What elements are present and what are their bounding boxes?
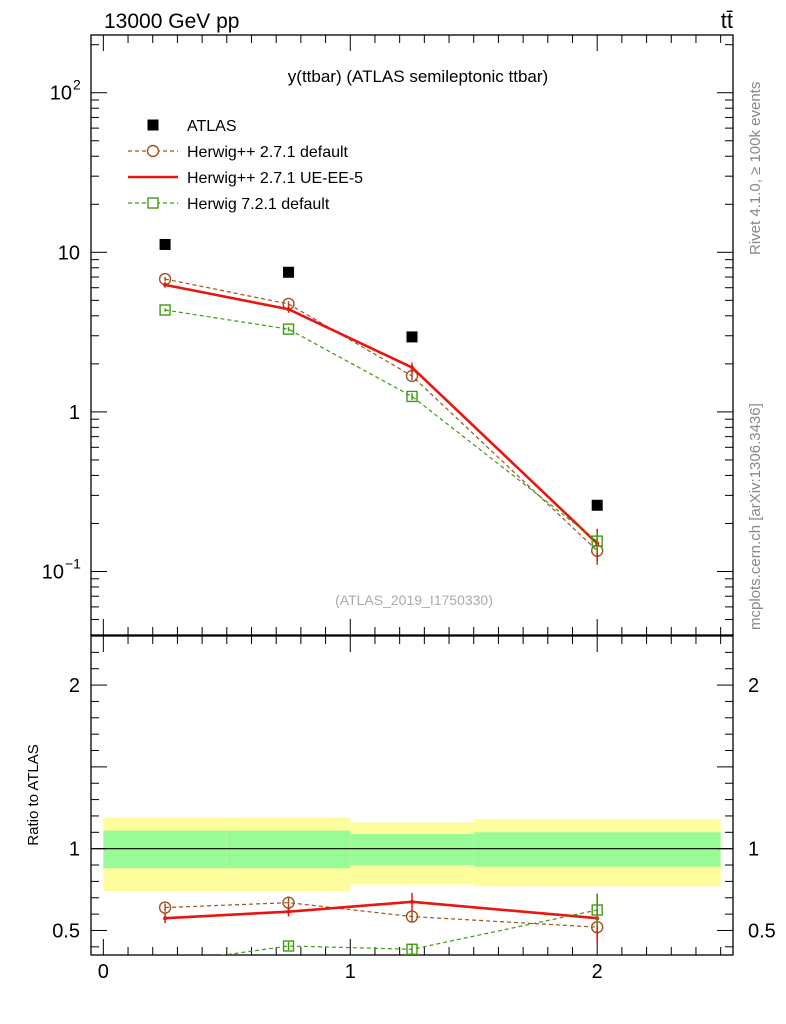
herwig-7-2-1-default-main-point bbox=[591, 535, 603, 547]
analysis-id-label: (ATLAS_2019_I1750330) bbox=[335, 592, 493, 608]
atlas-main-point bbox=[406, 331, 418, 343]
rivet-version-label: Rivet 4.1.0, ≥ 100k events bbox=[747, 82, 764, 255]
ratio-y-axis-ticks: 0.5 0.5 1 1 2 2 bbox=[52, 635, 776, 948]
x-tick-label: 1 bbox=[345, 961, 356, 983]
ratio-uncertainty-bands bbox=[103, 817, 721, 892]
herwig-2-7-1-ue-ee-5-ratio-point bbox=[163, 916, 168, 921]
main-y-tick-exponent: 2 bbox=[73, 77, 81, 93]
herwig-2-7-1-ue-ee-5-main-line bbox=[164, 283, 599, 545]
herwig-7-2-1-default-main-point bbox=[282, 323, 295, 335]
energy-label: 13000 GeV pp bbox=[104, 10, 239, 33]
herwig-7-2-1-default-ratio-point bbox=[160, 958, 170, 968]
legend-label-herwig-2-7-1-ue-ee-5: Herwig++ 2.7.1 UE-EE-5 bbox=[187, 170, 363, 187]
legend-marker-herwig-7-2-1-default bbox=[147, 197, 159, 209]
ratio-y-tick-label-left: 2 bbox=[69, 675, 80, 697]
ratio-y-tick-label-right: 0.5 bbox=[748, 920, 776, 942]
herwig-7-2-1-default-main-point bbox=[159, 304, 171, 316]
main-y-tick-label: 10 bbox=[58, 242, 80, 264]
herwig-2-7-1-ue-ee-5-main-point bbox=[163, 282, 168, 287]
source-label: mcplots.cern.ch [arXiv:1306.3436] bbox=[747, 403, 764, 630]
herwig-2-7-1-default-ratio-point bbox=[158, 901, 172, 914]
herwig-7-2-1-default-ratio-point bbox=[406, 943, 418, 955]
chart-title: y(ttbar) (ATLAS semileptonic ttbar) bbox=[288, 67, 548, 86]
process-label: tt̄ bbox=[721, 8, 733, 33]
ratio-y-tick-label-left: 1 bbox=[69, 839, 80, 861]
legend: ATLAS Herwig++ 2.7.1 default Herwig++ 2.7.… bbox=[128, 118, 363, 213]
ratio-panel-frame bbox=[90, 635, 734, 956]
legend-marker-atlas bbox=[147, 119, 159, 131]
legend-label-atlas: ATLAS bbox=[187, 118, 237, 135]
inner-band-2 bbox=[350, 833, 474, 866]
ratio-y-tick-label-right: 1 bbox=[748, 839, 759, 861]
main-y-tick-label: 10 bbox=[50, 83, 72, 105]
legend-label-herwig-2-7-1-default: Herwig++ 2.7.1 default bbox=[187, 144, 349, 161]
atlas-main-point bbox=[591, 499, 603, 511]
herwig-7-2-1-default-main-line bbox=[164, 309, 598, 542]
herwig-2-7-1-ue-ee-5-ratio-line bbox=[165, 900, 598, 920]
herwig-2-7-1-default-ratio-point bbox=[405, 910, 419, 923]
atlas-main-point bbox=[283, 266, 295, 278]
main-y-tick-label: 1 bbox=[69, 402, 80, 424]
ratio-y-tick-label-right: 2 bbox=[748, 675, 759, 697]
legend-label-herwig-7-2-1-default: Herwig 7.2.1 default bbox=[187, 196, 330, 213]
herwig-2-7-1-default-ratio-line bbox=[165, 902, 598, 928]
x-tick-label: 2 bbox=[592, 961, 603, 983]
herwig-7-2-1-default-main-point bbox=[406, 390, 418, 403]
main-y-tick-exponent: −1 bbox=[65, 555, 81, 571]
herwig-2-7-1-ue-ee-5-ratio-point bbox=[410, 899, 414, 904]
inner-band-1 bbox=[226, 830, 351, 869]
herwig-7-2-1-default-ratio-point bbox=[591, 904, 603, 916]
ratio-series-layer bbox=[158, 892, 604, 968]
x-axis-ticks: 0 1 2 bbox=[98, 35, 722, 983]
inner-band-0 bbox=[103, 830, 227, 869]
herwig-2-7-1-ue-ee-5-ratio-point bbox=[286, 909, 291, 914]
ratio-y-tick-label-left: 0.5 bbox=[52, 920, 80, 942]
legend-marker-herwig-2-7-1-default bbox=[146, 144, 160, 158]
main-panel-frame bbox=[90, 34, 734, 636]
herwig-7-2-1-default-ratio-point bbox=[282, 940, 295, 952]
main-series-layer bbox=[158, 238, 604, 565]
herwig-2-7-1-ue-ee-5-main-point bbox=[410, 365, 414, 370]
herwig-2-7-1-default-main-line bbox=[164, 278, 598, 552]
ratio-y-axis-label: Ratio to ATLAS bbox=[25, 744, 42, 845]
x-tick-label: 0 bbox=[98, 961, 109, 983]
herwig-2-7-1-ue-ee-5-main-point bbox=[286, 307, 291, 312]
atlas-main-point bbox=[159, 238, 171, 250]
inner-band-3 bbox=[473, 832, 721, 867]
main-y-tick-label: 10 bbox=[42, 561, 64, 583]
